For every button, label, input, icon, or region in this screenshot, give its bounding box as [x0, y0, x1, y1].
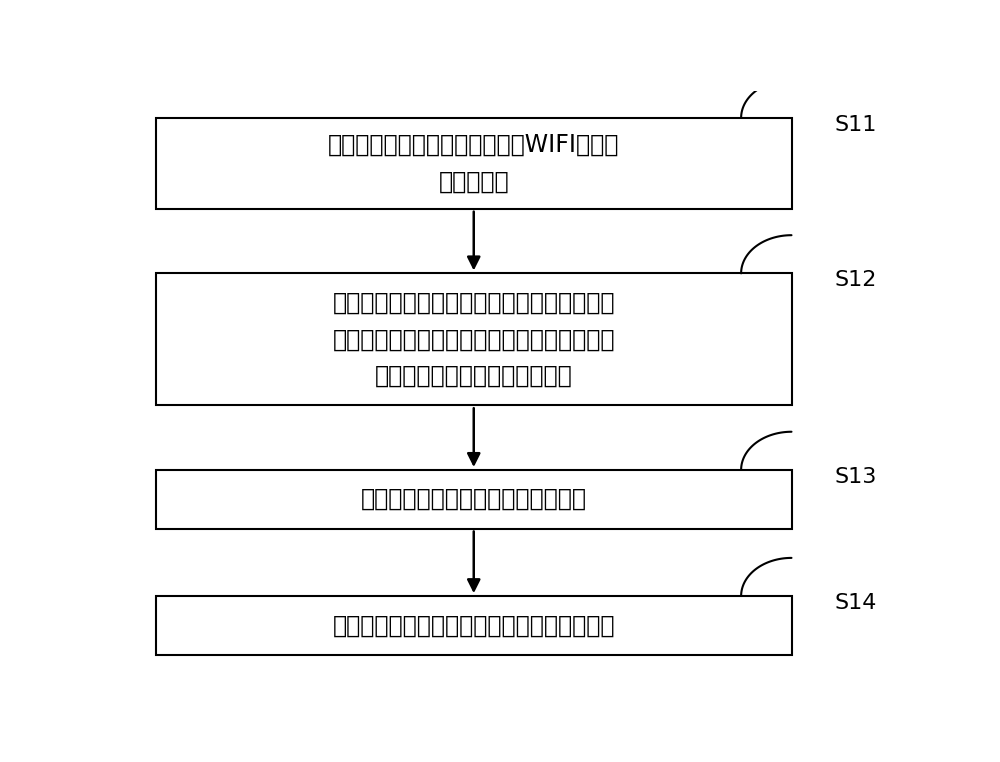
Text: S14: S14 [834, 593, 876, 613]
FancyBboxPatch shape [156, 596, 792, 655]
FancyBboxPatch shape [156, 470, 792, 529]
Text: S11: S11 [834, 115, 876, 135]
FancyBboxPatch shape [156, 274, 792, 405]
Text: S12: S12 [834, 271, 876, 290]
Text: 将客户的操作指示发送给灯光音响一体化设备: 将客户的操作指示发送给灯光音响一体化设备 [332, 613, 615, 637]
Text: 接收灯光音响一体化设备发送的控制页面，并
在浏览器中显示给客户，控制页面中包含灯光
音响一体化设备可行的控制方案: 接收灯光音响一体化设备发送的控制页面，并 在浏览器中显示给客户，控制页面中包含灯… [332, 291, 615, 388]
FancyBboxPatch shape [156, 118, 792, 209]
Text: 通过灯光音响一体化设备自带的WIFI装置与
其建立连接: 通过灯光音响一体化设备自带的WIFI装置与 其建立连接 [328, 133, 619, 194]
Text: S13: S13 [834, 467, 876, 487]
Text: 获取客户对控制方案选择的操作指示: 获取客户对控制方案选择的操作指示 [361, 487, 587, 511]
